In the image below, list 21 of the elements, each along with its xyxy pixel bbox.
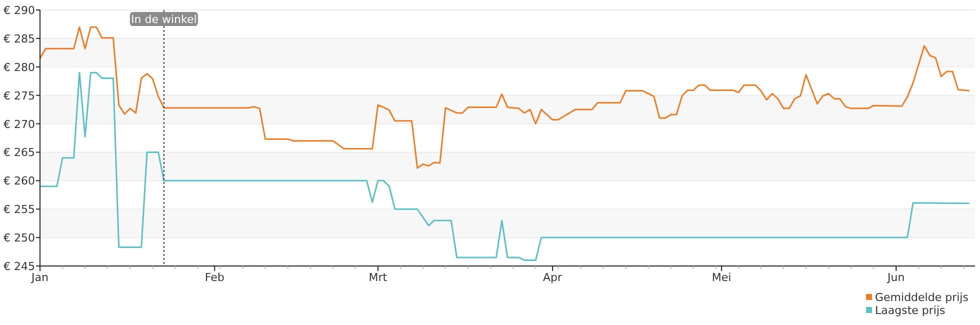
x-tick-label: Feb — [204, 271, 224, 284]
y-tick-label: € 255 — [4, 203, 35, 216]
line-series — [39, 26, 970, 169]
x-tick-label: Jan — [30, 271, 48, 284]
legend-label: Gemiddelde prijs — [875, 291, 969, 304]
y-tick-label: € 285 — [4, 32, 35, 46]
x-tick-label: Mrt — [368, 271, 388, 284]
x-tick-label: Mei — [712, 271, 732, 284]
y-tick-label: € 280 — [4, 60, 35, 74]
y-tick-label: € 260 — [4, 174, 35, 188]
y-tick-label: € 270 — [4, 118, 35, 131]
x-tick-label: Jun — [886, 271, 905, 284]
y-tick-label: € 250 — [4, 232, 35, 245]
y-tick-label: € 265 — [4, 146, 35, 160]
ref-line-label: In de winkel — [131, 13, 197, 26]
legend-label: Laagste prijs — [875, 304, 946, 317]
y-tick-label: € 245 — [4, 260, 35, 273]
x-tick-label: Apr — [543, 271, 563, 284]
line-series — [39, 72, 970, 262]
y-tick-label: € 290 — [4, 4, 35, 17]
y-tick-label: € 275 — [4, 89, 35, 102]
